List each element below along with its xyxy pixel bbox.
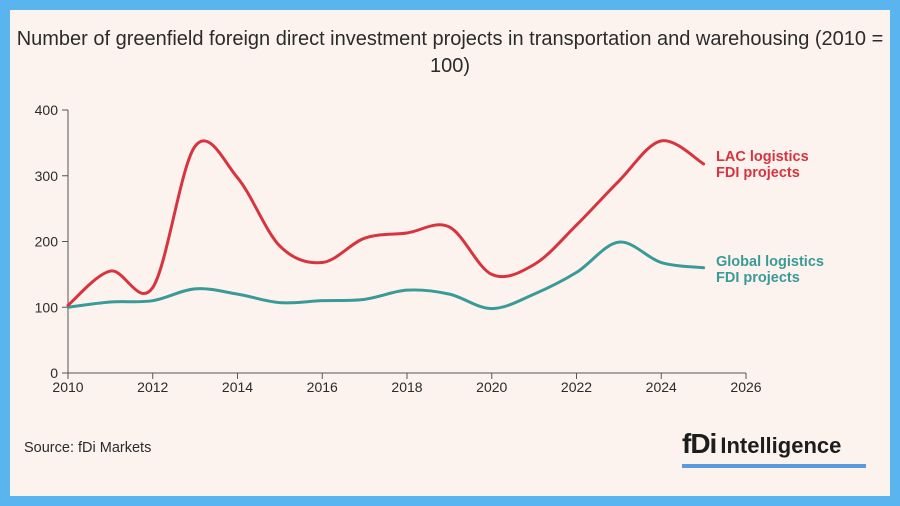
x-tick-label: 2026 (730, 379, 761, 395)
series-line-lac (66, 139, 706, 307)
series-label-line: LAC logistics (716, 149, 809, 165)
x-tick-label: 2024 (646, 379, 677, 395)
y-tick-label: 300 (35, 168, 59, 184)
x-tick-label: 2016 (307, 379, 338, 395)
chart-card (10, 10, 890, 496)
x-tick-label: 2018 (391, 379, 422, 395)
chart-title: Number of greenfield foreign direct inve… (16, 28, 884, 77)
source-note: Source: fDi Markets (24, 440, 152, 456)
series-line-global (66, 240, 706, 311)
x-tick-label: 2012 (137, 379, 168, 395)
brand-fdi: fDi (682, 428, 717, 459)
brand-name: Intelligence (720, 433, 842, 458)
x-tick-label: 2020 (476, 379, 507, 395)
series-label-global: Global logistics FDI projects (716, 254, 824, 286)
y-tick-label: 100 (35, 299, 59, 315)
series-label-line: FDI projects (716, 270, 800, 286)
series-label-lac: LAC logistics FDI projects (716, 149, 809, 181)
y-tick-label: 400 (35, 102, 59, 118)
y-tick-label: 200 (35, 234, 59, 250)
series-label-line: FDI projects (716, 165, 800, 181)
x-tick-label: 2014 (222, 379, 253, 395)
brand-underline (682, 464, 866, 468)
series-label-line: Global logistics (716, 254, 824, 270)
x-tick-label: 2010 (52, 379, 83, 395)
x-tick-label: 2022 (561, 379, 592, 395)
brand-logo: fDi Intelligence (682, 428, 868, 468)
y-tick-label: 0 (50, 365, 58, 381)
